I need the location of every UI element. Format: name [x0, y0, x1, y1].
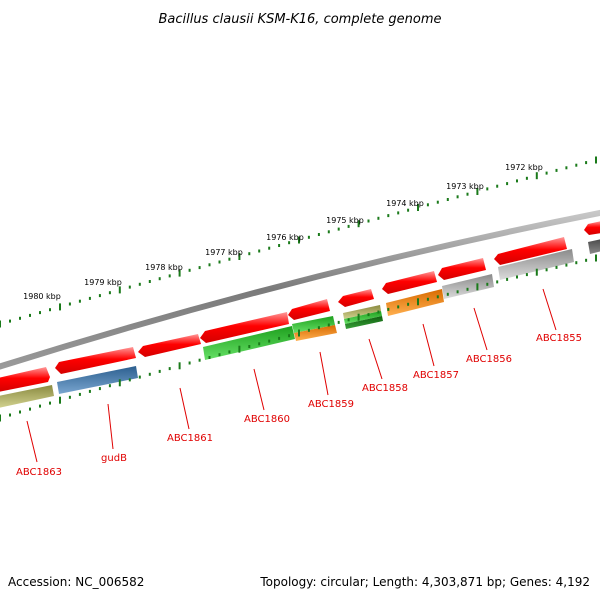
ruler-label: 1980 kbp: [23, 292, 61, 301]
leader-line: [253, 368, 265, 411]
gene-feature-olive: [0, 385, 54, 408]
accession-text: Accession: NC_006582: [8, 575, 144, 589]
leader-line: [542, 288, 557, 331]
gene-labels: ABC1863 gudB ABC1861 ABC1860 ABC1859 ABC…: [16, 333, 582, 478]
gene-feature-green: [203, 326, 295, 360]
gene-label: gudB: [101, 453, 127, 464]
leader-line: [319, 351, 329, 396]
label-leaders: [26, 288, 557, 463]
gene-label: ABC1861: [167, 433, 213, 444]
gene-label: ABC1863: [16, 467, 62, 478]
gene-feature-orange: [386, 289, 444, 316]
cds-feature: [138, 334, 201, 357]
ruler-label: 1978 kbp: [145, 263, 183, 272]
gene-label: ABC1859: [308, 399, 354, 410]
cds-feature: [0, 367, 50, 392]
ruler-label: 1975 kbp: [326, 216, 364, 225]
gene-features: [0, 239, 600, 408]
gene-label: ABC1856: [466, 354, 512, 365]
leader-line: [26, 420, 38, 463]
gene-label: ABC1855: [536, 333, 582, 344]
leader-line: [179, 387, 190, 430]
ruler-label: 1979 kbp: [84, 278, 122, 287]
gene-feature-gray: [498, 249, 574, 280]
cds-feature: [584, 221, 600, 235]
leader-line: [107, 403, 114, 450]
map-title: Bacillus clausii KSM-K16, complete genom…: [158, 12, 441, 27]
leader-line: [422, 323, 435, 367]
leader-line: [473, 307, 488, 351]
gene-feature-darkgray: [588, 239, 600, 254]
gene-label: ABC1857: [413, 370, 459, 381]
cds-feature: [288, 299, 330, 320]
cds-feature: [200, 312, 289, 343]
gene-feature-gray: [442, 274, 494, 299]
ruler-label: 1972 kbp: [505, 163, 543, 172]
gene-feature-darkgreen: [345, 316, 383, 329]
gene-feature-blue: [57, 366, 138, 394]
cds-feature: [494, 237, 567, 265]
ruler-label: 1977 kbp: [205, 248, 243, 257]
ruler-ticks: [0, 156, 597, 328]
gene-label: ABC1858: [362, 383, 408, 394]
ruler-label: 1976 kbp: [266, 233, 304, 242]
gene-feature-green: [292, 316, 335, 333]
cds-feature: [438, 258, 486, 280]
leader-line: [368, 338, 383, 380]
cds-feature: [382, 271, 437, 294]
gene-feature-olive: [343, 305, 381, 319]
ruler-labels: 1980 kbp 1979 kbp 1978 kbp 1977 kbp 1976…: [23, 163, 543, 301]
genome-backbone: [0, 209, 600, 370]
cds-features: [0, 221, 600, 392]
gene-feature-green: [344, 311, 382, 324]
cds-feature: [55, 347, 136, 374]
topology-text: Topology: circular; Length: 4,303,871 bp…: [259, 575, 590, 589]
gene-feature-orange: [294, 325, 337, 341]
gene-label: ABC1860: [244, 414, 290, 425]
cds-feature: [338, 289, 374, 307]
lower-ticks: [0, 254, 597, 422]
ruler-label: 1973 kbp: [446, 182, 484, 191]
ruler-label: 1974 kbp: [386, 199, 424, 208]
